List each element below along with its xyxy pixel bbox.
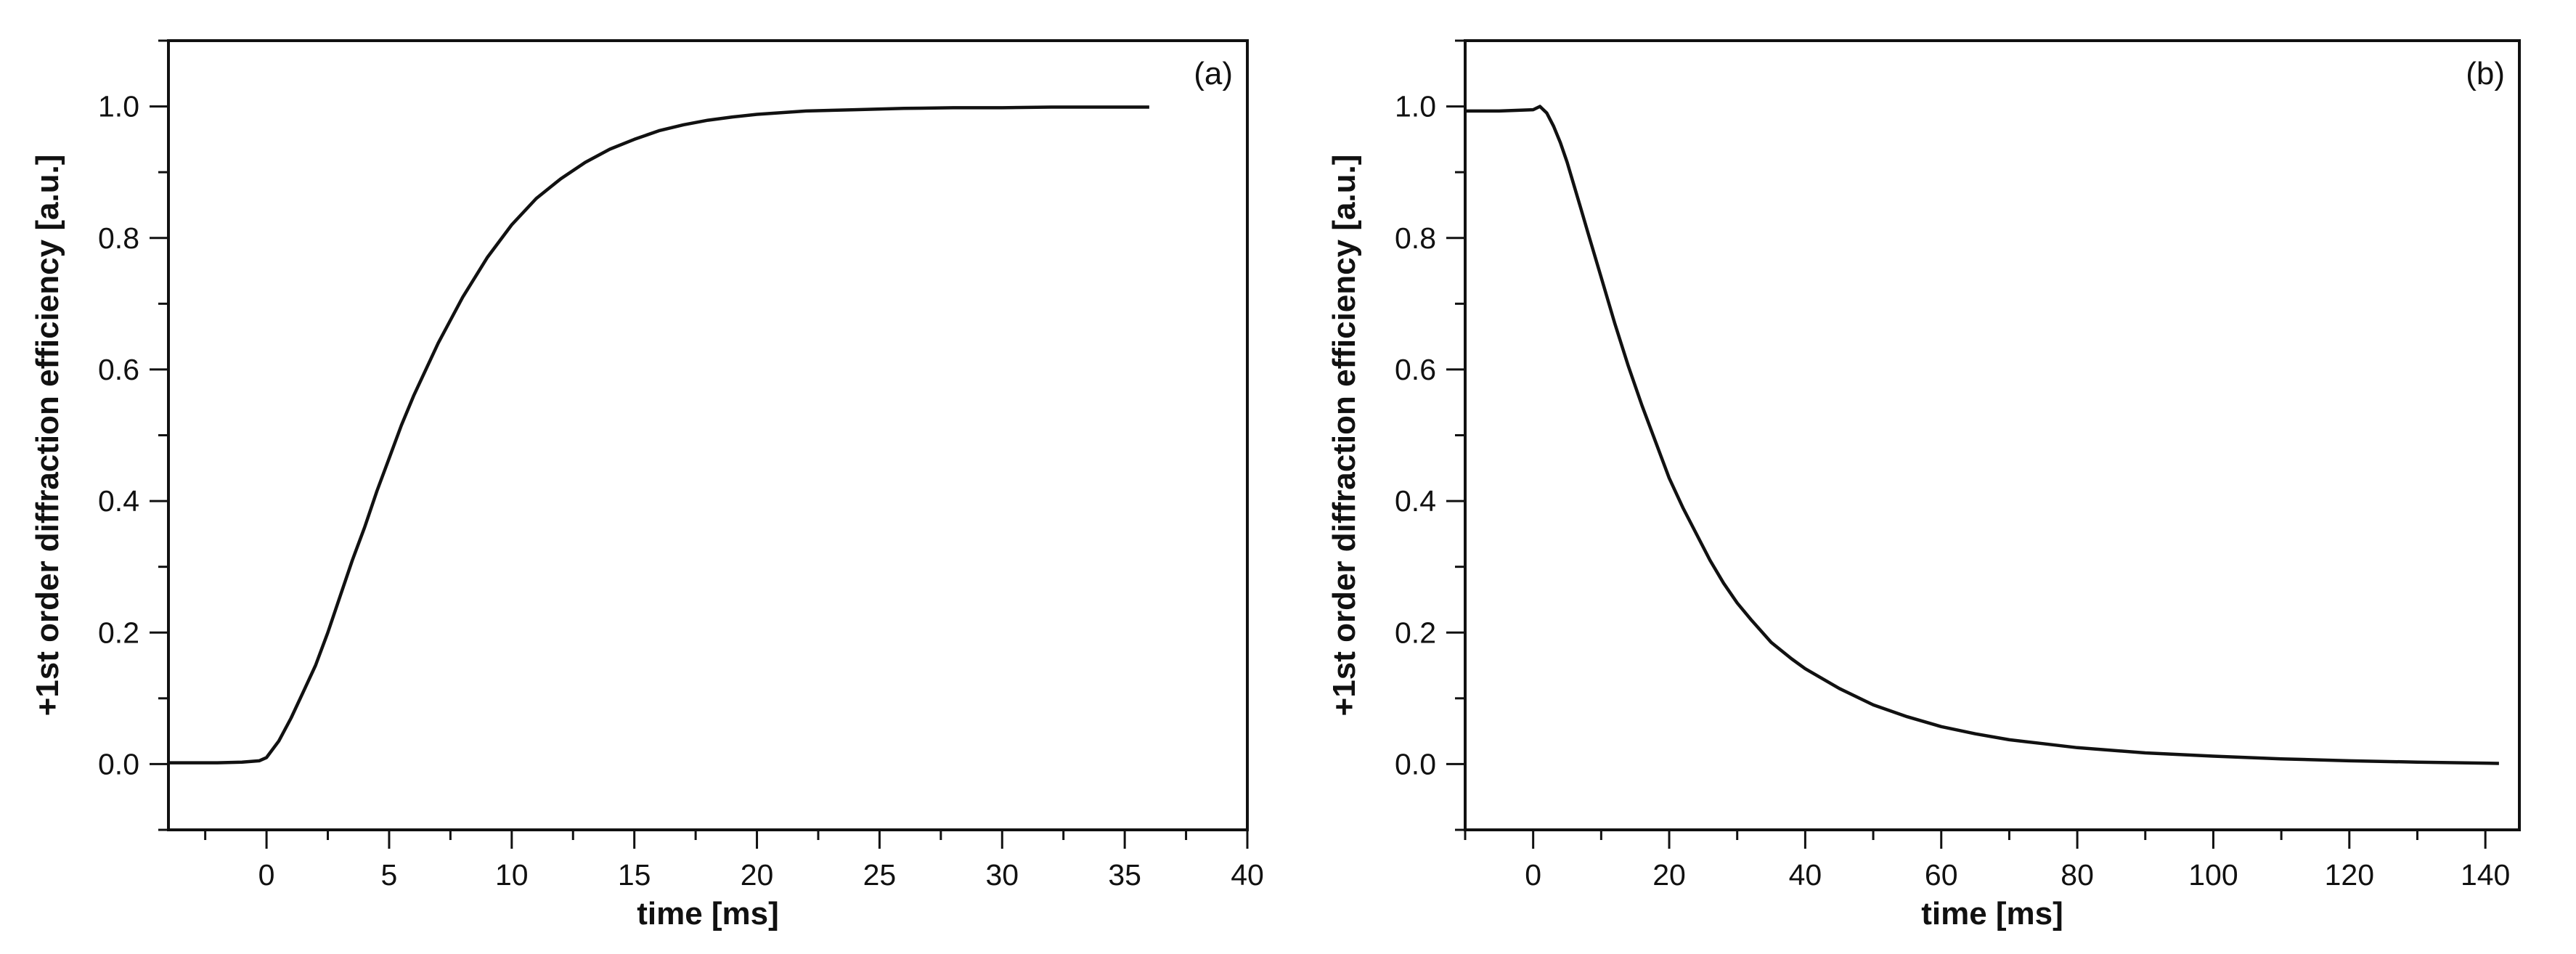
y-axis-title-b: +1st order diffraction efficiency [a.u.] — [1326, 155, 1362, 717]
y-tick-label-a: 0.0 — [98, 747, 139, 780]
y-tick-label-b: 0.4 — [1395, 484, 1436, 518]
plot-frame-b — [1464, 39, 2521, 831]
y-tick-label-b: 0.6 — [1395, 353, 1436, 386]
y-tick-label-a: 0.4 — [98, 484, 139, 518]
x-tick-label-b: 100 — [2188, 858, 2238, 892]
chart-panel-a: 0 5 10 15 20 25 30 35 40 0.0 0.2 0.4 0.6 0.8 1.0 time [… — [30, 39, 1264, 931]
series-line-a — [168, 105, 1149, 765]
x-tick-label-a: 30 — [985, 858, 1019, 892]
y-axis-title-a: +1st order diffraction efficiency [a.u.] — [30, 155, 65, 717]
x-axis-title-b: time [ms] — [1921, 896, 2063, 931]
y-tick-label-a: 0.2 — [98, 616, 139, 649]
y-tick-label-b: 0.0 — [1395, 747, 1436, 780]
y-tick-label-a: 0.6 — [98, 353, 139, 386]
x-tick-label-b: 140 — [2461, 858, 2510, 892]
x-tick-label-b: 40 — [1789, 858, 1822, 892]
x-tick-label-b: 120 — [2325, 858, 2374, 892]
x-tick-label-a: 35 — [1108, 858, 1141, 892]
plot-frame-a — [167, 39, 1249, 831]
y-tick-label-b: 0.2 — [1395, 616, 1436, 649]
x-tick-label-a: 20 — [741, 858, 774, 892]
x-tick-label-a: 10 — [495, 858, 529, 892]
x-tick-label-b: 80 — [2061, 858, 2094, 892]
x-tick-label-b: 60 — [1925, 858, 1958, 892]
y-tick-label-b: 1.0 — [1395, 90, 1436, 123]
y-tick-label-a: 1.0 — [98, 90, 139, 123]
chart-panel-b: 0 20 40 60 80 100 120 140 0.0 0.2 0.4 0.6 0.8 1.0 time… — [1326, 39, 2521, 931]
x-axis-title-a: time [ms] — [637, 896, 779, 931]
series-line-b — [1465, 105, 2499, 765]
x-tick-label-b: 0 — [1525, 858, 1541, 892]
x-tick-label-a: 25 — [863, 858, 897, 892]
x-tick-label-a: 15 — [618, 858, 651, 892]
x-tick-label-a: 0 — [258, 858, 275, 892]
y-tick-label-b: 0.8 — [1395, 221, 1436, 255]
y-tick-label-a: 0.8 — [98, 221, 139, 255]
x-tick-label-b: 20 — [1652, 858, 1686, 892]
x-tick-label-a: 40 — [1231, 858, 1264, 892]
panel-label-a: (a) — [1194, 56, 1233, 91]
panel-label-b: (b) — [2466, 56, 2505, 91]
x-tick-label-a: 5 — [381, 858, 398, 892]
